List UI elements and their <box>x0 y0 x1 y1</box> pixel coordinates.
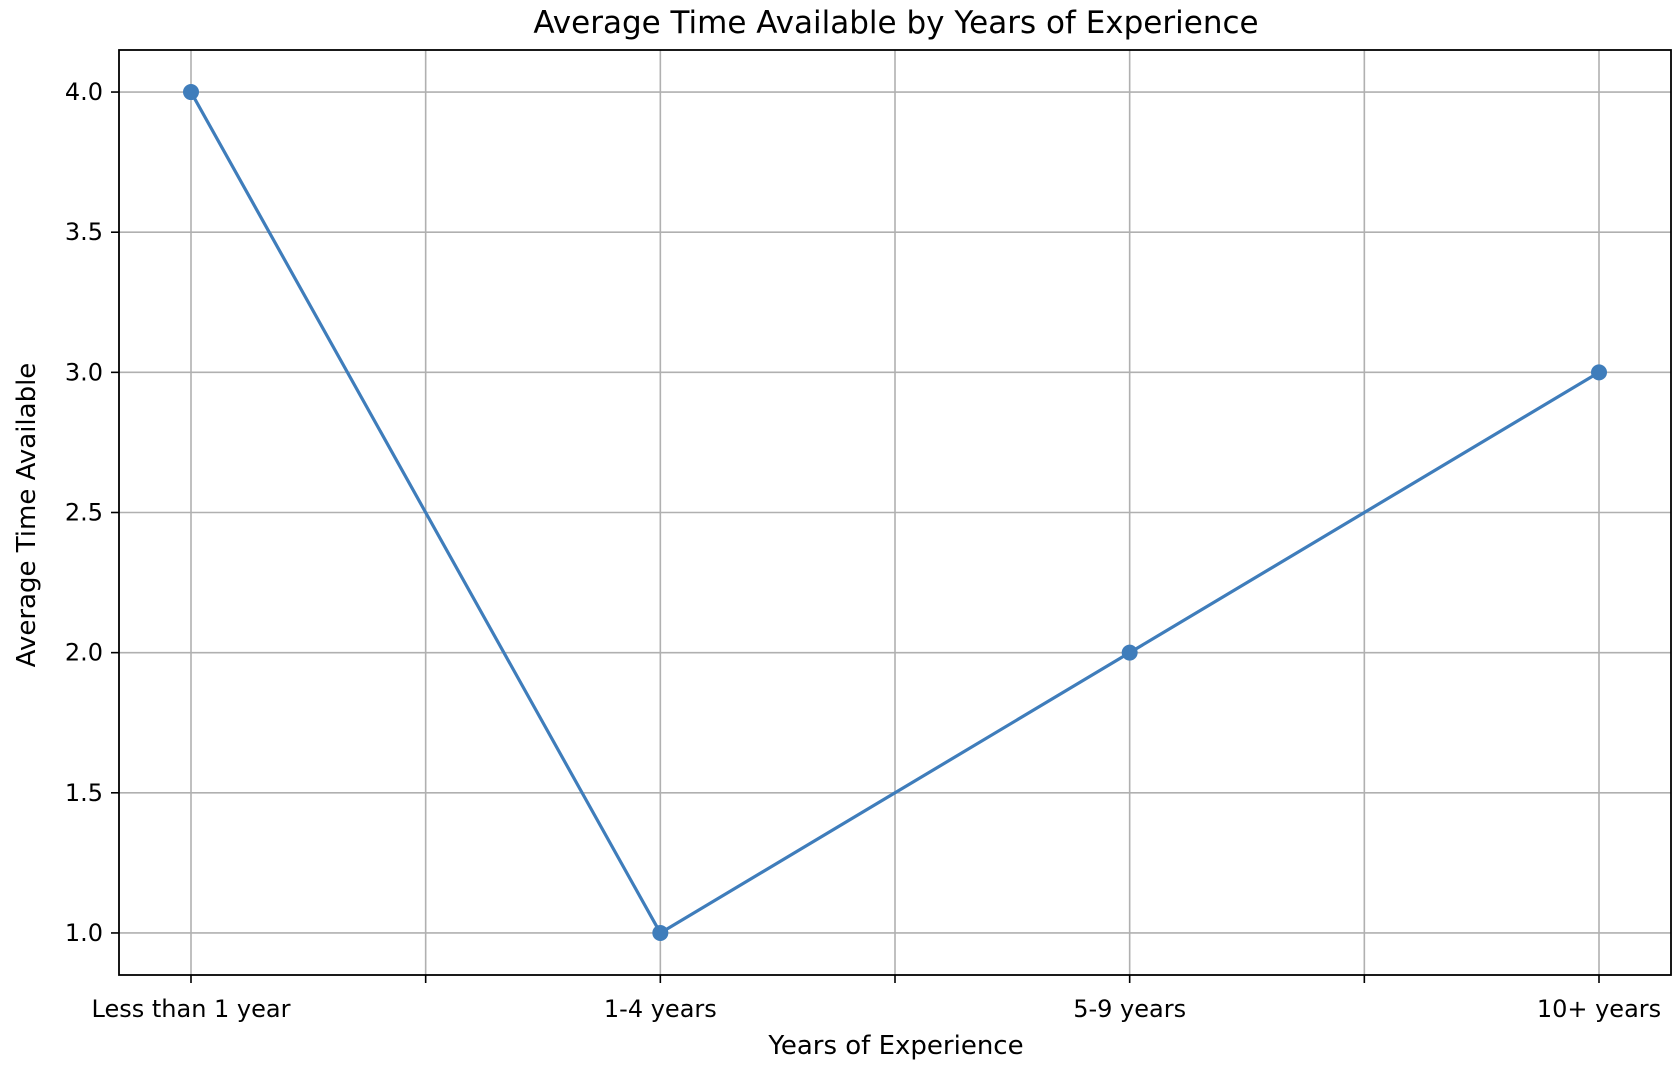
grid-lines <box>119 50 1671 975</box>
x-axis-title: Years of Experience <box>767 1031 1023 1061</box>
y-axis-title: Average Time Available <box>12 363 42 668</box>
chart-title: Average Time Available by Years of Exper… <box>533 5 1258 41</box>
y-tick-label: 4.0 <box>65 78 103 106</box>
data-point <box>1591 364 1607 381</box>
y-tick-label: 3.5 <box>65 218 103 246</box>
series-line <box>189 91 1600 935</box>
data-series <box>183 84 1607 941</box>
x-tick-label: 10+ years <box>1537 995 1661 1023</box>
axis-ticks: Less than 1 year 1-4 years 5-9 years 10+ ye… <box>65 78 1661 1023</box>
y-tick-label: 1.5 <box>65 779 103 807</box>
x-tick-label: 1-4 years <box>604 995 717 1023</box>
data-point <box>652 924 669 941</box>
y-tick-label: 3.0 <box>65 358 103 386</box>
y-tick-label: 1.0 <box>65 919 103 947</box>
plot-frame <box>118 49 1672 976</box>
x-tick-label: 5-9 years <box>1073 995 1186 1023</box>
y-tick-label: 2.0 <box>65 639 103 667</box>
x-tick-label: Less than 1 year <box>92 995 291 1023</box>
data-point <box>1121 644 1138 661</box>
data-point <box>183 84 199 101</box>
y-tick-label: 2.5 <box>65 499 103 527</box>
